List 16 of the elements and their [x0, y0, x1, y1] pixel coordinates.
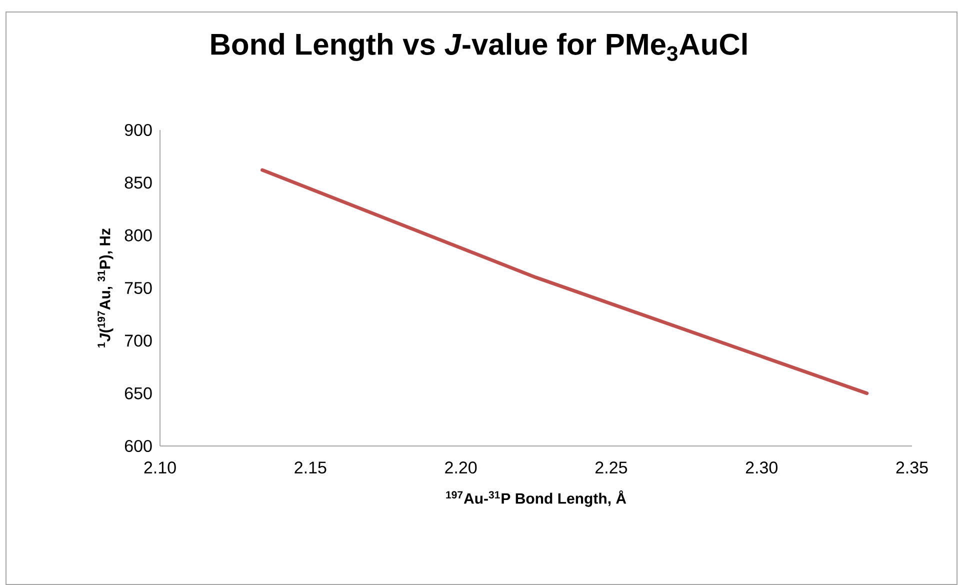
y-tick-label: 700 — [124, 334, 152, 347]
y-tick-label: 800 — [124, 229, 152, 242]
chart-title: Bond Length vs J-value for PMe$_{3}$AuCl — [211, 32, 747, 62]
y-axis-title: $^{1}$J($^{197}$Au, $^{31}$P), Hz — [98, 228, 114, 348]
x-tick-label: 2.20 — [445, 462, 477, 474]
x-tick-label: 2.30 — [746, 462, 778, 474]
x-tick-label: 2.35 — [896, 462, 928, 474]
x-tick-label: 2.15 — [294, 462, 326, 474]
y-tick-label: 650 — [124, 387, 152, 400]
x-tick-label: 2.25 — [596, 462, 628, 474]
y-tick-label: 600 — [124, 440, 152, 452]
y-tick-label: 850 — [124, 176, 152, 189]
y-tick-label: 750 — [124, 282, 152, 294]
x-axis-title: $^{197}$Au-$^{31}$P Bond Length, Å — [446, 490, 626, 507]
x-tick-label: 2.10 — [144, 462, 176, 474]
y-tick-label: 900 — [124, 124, 152, 136]
